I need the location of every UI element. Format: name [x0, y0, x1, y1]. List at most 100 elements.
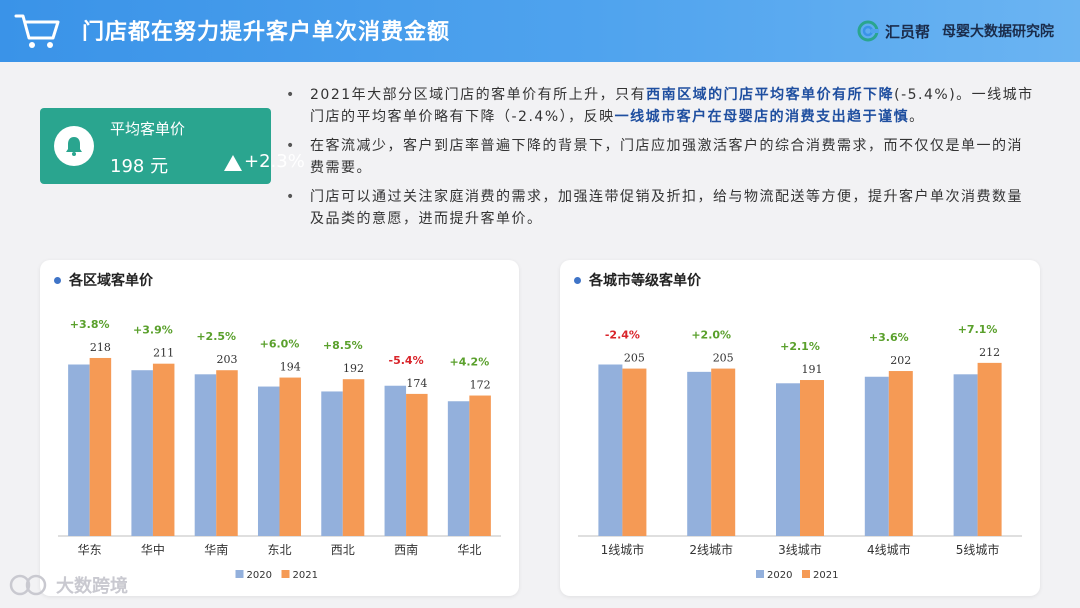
bar-2020 [257, 386, 280, 536]
brand: 汇员帮 母婴大数据研究院 [857, 20, 1054, 42]
insight-text: (-5.4%)。一线城市门店的平均客单价略有下降（-2.4%），反映 [310, 87, 1034, 125]
change-label: +2.1% [780, 340, 820, 353]
change-label: +2.0% [691, 329, 731, 342]
bar-2020 [131, 370, 153, 536]
x-tick-label: 4线城市 [867, 542, 911, 557]
value-label: 174 [406, 377, 427, 390]
up-arrow-icon [224, 155, 242, 171]
value-label: 191 [802, 363, 823, 376]
x-tick-label: 西南 [394, 542, 418, 557]
value-label: 205 [624, 352, 645, 365]
insight-highlight: 一线城市客户在母婴店的消费支出趋于谨慎 [614, 109, 910, 125]
watermark-logo-icon [9, 574, 47, 596]
insight-text: 。 [909, 109, 925, 125]
value-label: 205 [713, 352, 734, 365]
bar-2020 [864, 376, 889, 536]
page-title: 门店都在努力提升客户单次消费金额 [82, 20, 451, 45]
bar-2021 [800, 380, 824, 536]
bar-2021 [406, 393, 428, 536]
bar-2020 [953, 374, 978, 536]
x-tick-label: 3线城市 [778, 542, 822, 557]
x-tick-label: 华北 [457, 543, 481, 557]
change-label: +2.5% [196, 330, 236, 343]
change-label: +3.9% [133, 324, 173, 337]
value-label: 202 [890, 354, 911, 367]
chart-title: 各区域客单价 [54, 270, 153, 290]
change-label: +7.1% [958, 323, 998, 336]
bar-2021 [622, 368, 647, 536]
legend-swatch-2020 [756, 570, 764, 578]
value-label: 212 [979, 346, 1000, 359]
insight-list: 2021年大部分区域门店的客单价有所上升，只有西南区域的门店平均客单价有所下降(… [286, 84, 1038, 237]
x-tick-label: 华东 [78, 543, 102, 557]
insight-text: 2021年大部分区域门店的客单价有所上升，只有 [310, 87, 647, 103]
bar-2020 [687, 371, 712, 536]
bar-2020 [776, 383, 800, 536]
chart-title: 各城市等级客单价 [574, 270, 701, 290]
change-label: +3.8% [70, 318, 110, 331]
x-tick-label: 西北 [331, 543, 355, 557]
change-label: +4.2% [449, 356, 489, 369]
value-label: 192 [343, 362, 364, 375]
x-tick-label: 华中 [141, 542, 165, 557]
x-tick-label: 东北 [267, 543, 291, 557]
value-label: 211 [153, 347, 174, 360]
legend-swatch-2020 [235, 570, 244, 578]
bar-2021 [279, 377, 302, 536]
header-bar: 门店都在努力提升客户单次消费金额 汇员帮 母婴大数据研究院 [0, 0, 1080, 62]
bar-2020 [194, 374, 217, 536]
bar-2021 [711, 368, 736, 536]
insight-item: 2021年大部分区域门店的客单价有所上升，只有西南区域的门店平均客单价有所下降(… [286, 84, 1038, 128]
insight-item: 在客流减少，客户到店率普遍下降的背景下，门店应加强激活客户的综合消费需求，而不仅… [286, 135, 1038, 179]
change-label: +6.0% [260, 338, 300, 351]
insight-highlight: 西南区域的门店平均客单价有所下降 [646, 87, 895, 103]
bullet-dot-icon [54, 276, 61, 284]
brand-subtitle: 母婴大数据研究院 [942, 24, 1054, 40]
bar-2020 [68, 364, 90, 536]
kpi-value: 198 元 [110, 156, 169, 177]
change-label: -5.4% [389, 354, 424, 367]
legend-swatch-2021 [802, 570, 810, 578]
bar-2021 [89, 357, 112, 536]
change-label: +8.5% [323, 339, 363, 352]
value-label: 203 [216, 353, 237, 366]
value-label: 172 [470, 379, 491, 392]
legend-label-2020: 2020 [767, 570, 792, 581]
bullet-dot-icon [574, 276, 581, 284]
brand-name: 汇员帮 [884, 22, 930, 41]
chart-panel-region: 218 +3.8% 华东 211 +3.9% 华中 203 +2.5% 华南 194 +6.0% 东北… [40, 260, 519, 596]
kpi-card-average-order: 平均客单价 198 元 +2.3% [40, 108, 305, 184]
bar-2021 [977, 362, 1002, 536]
chart-panel-city-tier: 205 -2.4% 1线城市 205 +2.0% 2线城市 191 +2.1% 3线城市 202 +… [560, 260, 1040, 596]
city-tier-bar-chart: 205 -2.4% 1线城市 205 +2.0% 2线城市 191 +2.1% 3线城市 202 +… [578, 323, 1022, 581]
bar-2021 [342, 379, 365, 536]
bar-2021 [469, 395, 491, 536]
change-label: -2.4% [605, 329, 640, 342]
value-label: 194 [280, 361, 301, 374]
bar-2020 [384, 385, 407, 536]
chart-title-text: 各区域客单价 [69, 273, 153, 289]
watermark: 大数跨境 [8, 572, 128, 598]
bell-icon [54, 126, 94, 166]
bar-2021 [888, 371, 913, 536]
chart-title-text: 各城市等级客单价 [589, 273, 701, 289]
x-tick-label: 5线城市 [956, 542, 1000, 557]
bar-2020 [598, 364, 623, 536]
shopping-cart-icon [14, 14, 60, 48]
bar-2020 [447, 401, 470, 536]
change-label: +3.6% [869, 331, 909, 344]
legend-label-2020: 2020 [247, 570, 272, 581]
insight-item: 门店可以通过关注家庭消费的需求，加强连带促销及折扣，给与物流配送等方便，提升客户… [286, 186, 1038, 230]
bar-2021 [216, 370, 238, 536]
kpi-label: 平均客单价 [110, 120, 186, 138]
legend-swatch-2021 [281, 570, 290, 578]
watermark-text: 大数跨境 [56, 576, 128, 597]
x-tick-label: 2线城市 [689, 542, 733, 557]
brand-logo-icon [857, 20, 879, 42]
bar-2020 [321, 391, 343, 536]
legend-label-2021: 2021 [293, 570, 318, 581]
bar-2021 [152, 363, 175, 536]
value-label: 218 [90, 341, 111, 354]
region-bar-chart: 218 +3.8% 华东 211 +3.9% 华中 203 +2.5% 华南 194 +6.0% 东北… [58, 318, 501, 581]
legend-label-2021: 2021 [813, 570, 838, 581]
